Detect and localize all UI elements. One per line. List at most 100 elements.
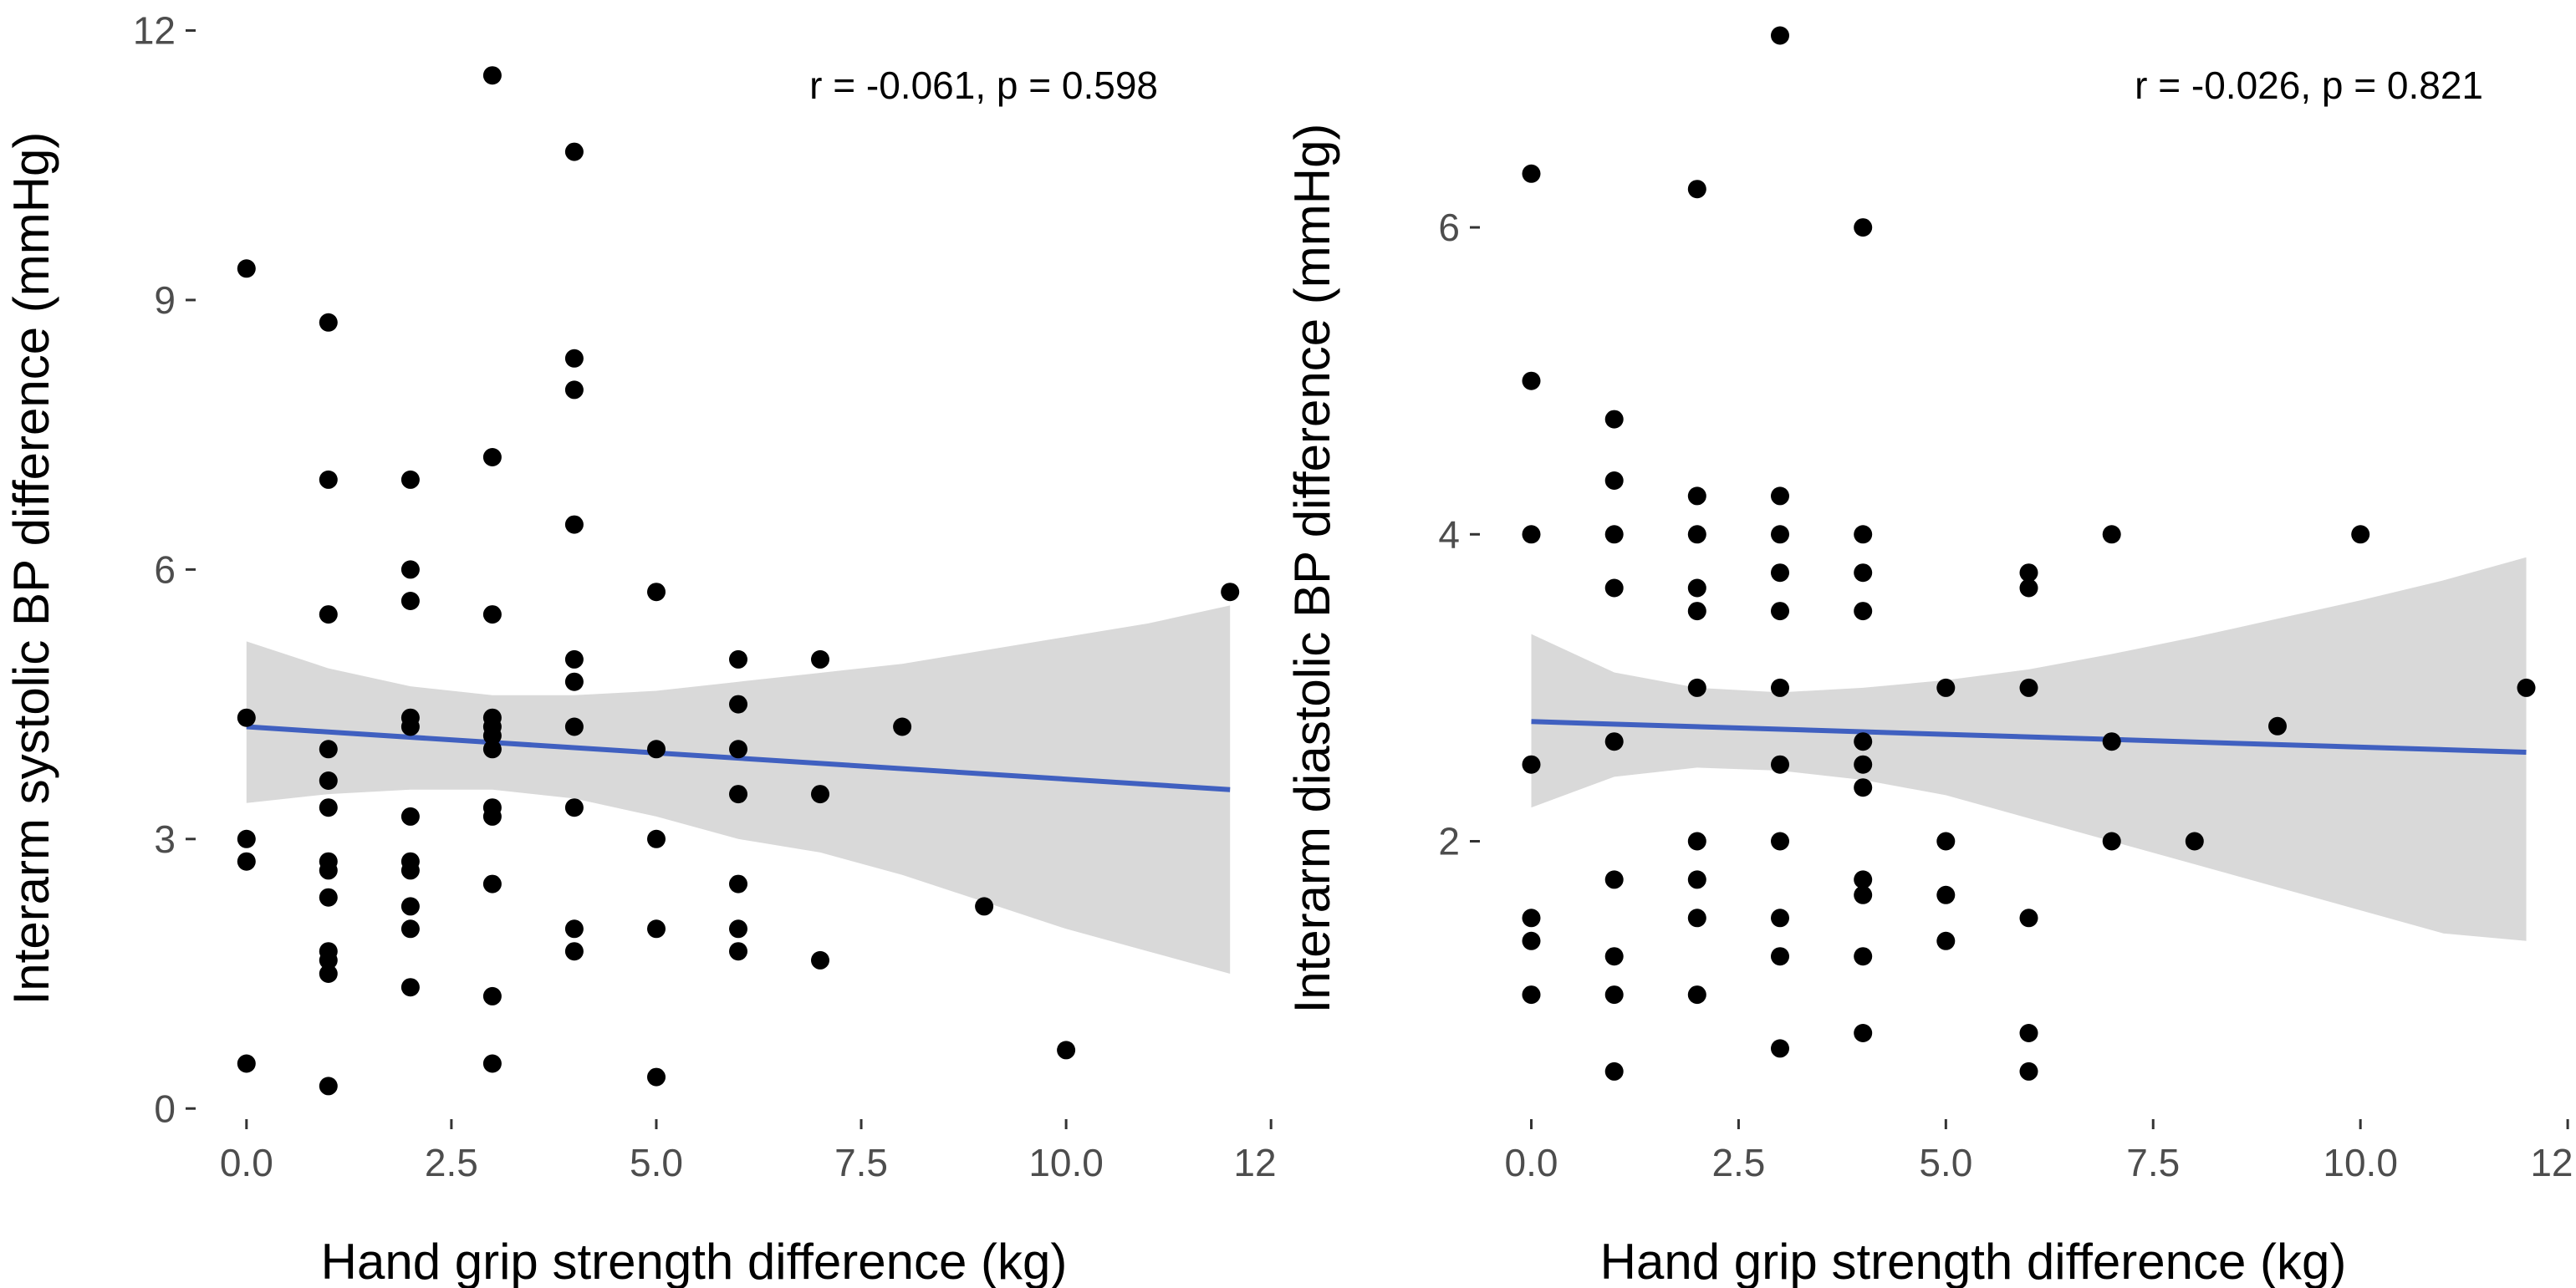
data-point bbox=[1854, 602, 1873, 621]
data-point bbox=[482, 1054, 502, 1073]
data-point bbox=[975, 897, 994, 916]
data-point bbox=[729, 695, 747, 714]
y-tick-label: 2 bbox=[1438, 820, 1460, 863]
data-point bbox=[2268, 716, 2287, 736]
data-point bbox=[237, 708, 256, 727]
data-point bbox=[1854, 563, 1873, 583]
data-point bbox=[729, 874, 747, 893]
data-point bbox=[647, 740, 666, 759]
y-tick-label: 3 bbox=[154, 817, 176, 861]
data-point bbox=[1687, 486, 1706, 506]
data-point bbox=[729, 649, 747, 669]
data-point bbox=[564, 672, 584, 691]
data-point bbox=[1771, 563, 1789, 583]
data-point bbox=[319, 1077, 338, 1096]
x-tick-label: 12.5 bbox=[2530, 1141, 2576, 1184]
data-point bbox=[319, 798, 338, 817]
data-point bbox=[482, 986, 502, 1005]
data-point bbox=[811, 950, 829, 970]
data-point bbox=[237, 829, 256, 848]
data-point bbox=[1687, 180, 1706, 199]
data-point bbox=[1771, 678, 1789, 697]
data-point bbox=[1936, 931, 1956, 950]
x-tick-label: 10.0 bbox=[1028, 1141, 1104, 1184]
data-point bbox=[811, 649, 829, 669]
data-point bbox=[482, 740, 502, 759]
data-point bbox=[482, 448, 502, 466]
right-scatter-panel: 2 4 6 0.0 2.5 5.0 7.5 10.0 12.5 r = -0.026, p =… bbox=[1279, 0, 2576, 1288]
data-point bbox=[1854, 778, 1873, 797]
data-point bbox=[2019, 1061, 2038, 1081]
confidence-band bbox=[1531, 557, 2527, 941]
data-point bbox=[2019, 909, 2038, 928]
x-tick-label: 7.5 bbox=[834, 1141, 888, 1184]
data-point bbox=[1522, 371, 1541, 390]
data-point bbox=[400, 470, 420, 489]
data-point bbox=[647, 919, 666, 939]
x-tick-label: 10.0 bbox=[2323, 1141, 2398, 1184]
data-point bbox=[1771, 832, 1789, 851]
data-point bbox=[482, 726, 502, 746]
data-point bbox=[729, 740, 747, 759]
data-point bbox=[1936, 885, 1956, 904]
data-point bbox=[1771, 947, 1789, 966]
data-point bbox=[400, 897, 420, 916]
y-axis-title: Interarm diastolic BP difference (mmHg) bbox=[1284, 124, 1340, 1014]
data-point bbox=[564, 349, 584, 368]
x-tick-label: 5.0 bbox=[1919, 1141, 1972, 1184]
data-point bbox=[647, 583, 666, 602]
data-point bbox=[1687, 678, 1706, 697]
data-point bbox=[1854, 755, 1873, 774]
y-tick-label: 9 bbox=[154, 278, 176, 322]
data-point bbox=[1604, 410, 1624, 429]
y-tick-label: 12 bbox=[133, 8, 176, 52]
data-point bbox=[1522, 985, 1541, 1005]
x-tick-label: 2.5 bbox=[1711, 1141, 1765, 1184]
data-point bbox=[237, 1054, 256, 1073]
data-point bbox=[1854, 885, 1873, 904]
data-point bbox=[319, 950, 338, 970]
data-point bbox=[1604, 985, 1624, 1005]
data-point bbox=[2351, 525, 2370, 544]
data-point bbox=[482, 874, 502, 893]
data-point bbox=[1771, 602, 1789, 621]
x-axis-title: Hand grip strength difference (kg) bbox=[321, 1234, 1068, 1288]
x-tick-label: 0.0 bbox=[220, 1141, 273, 1184]
data-point bbox=[1057, 1041, 1076, 1060]
x-tick-label: 2.5 bbox=[425, 1141, 478, 1184]
data-point bbox=[1522, 909, 1541, 928]
data-point bbox=[2019, 563, 2038, 583]
y-axis-title: Interarm systolic BP difference (mmHg) bbox=[3, 132, 59, 1005]
data-point bbox=[400, 807, 420, 826]
regression-line bbox=[1531, 719, 2527, 755]
y-tick-label: 4 bbox=[1438, 512, 1460, 556]
x-tick-label: 7.5 bbox=[2126, 1141, 2180, 1184]
data-point bbox=[319, 771, 338, 790]
data-point bbox=[1854, 947, 1873, 966]
data-point bbox=[1522, 931, 1541, 950]
data-point bbox=[1604, 525, 1624, 544]
y-tick-label: 6 bbox=[154, 547, 176, 591]
data-point bbox=[564, 942, 584, 961]
data-point bbox=[647, 1067, 666, 1087]
data-point bbox=[729, 919, 747, 939]
data-point bbox=[237, 259, 256, 278]
data-point bbox=[400, 978, 420, 997]
data-point bbox=[2517, 678, 2536, 697]
data-point bbox=[1687, 832, 1706, 851]
y-tick-label: 0 bbox=[154, 1087, 176, 1130]
data-point bbox=[1604, 732, 1624, 751]
x-axis-title: Hand grip strength difference (kg) bbox=[1600, 1234, 2347, 1288]
data-point bbox=[1687, 525, 1706, 544]
data-point bbox=[319, 313, 338, 332]
diastolic-scatter-chart: 2 4 6 0.0 2.5 5.0 7.5 10.0 12.5 r = -0.026, p =… bbox=[1284, 26, 2576, 1288]
data-point bbox=[319, 965, 338, 983]
data-point bbox=[1771, 1039, 1789, 1058]
data-point bbox=[647, 829, 666, 848]
data-point bbox=[1604, 471, 1624, 490]
data-point bbox=[729, 942, 747, 961]
data-point bbox=[237, 852, 256, 871]
data-point bbox=[1604, 578, 1624, 598]
data-point bbox=[564, 919, 584, 939]
data-point bbox=[400, 592, 420, 610]
